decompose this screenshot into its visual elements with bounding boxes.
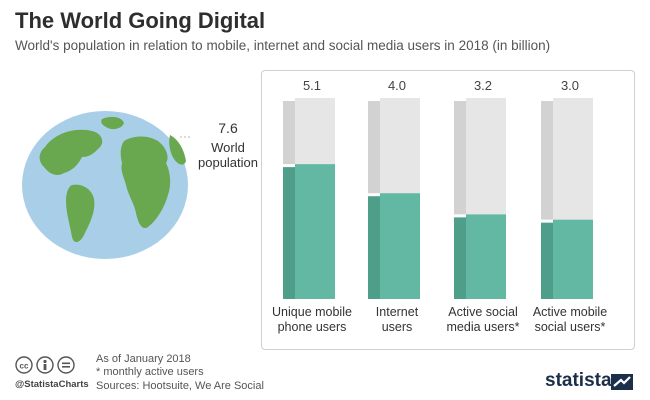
statista-logo: statista — [545, 370, 612, 391]
chart-title: The World Going Digital — [15, 8, 266, 33]
footer-sources: Sources: Hootsuite, We Are Social — [96, 380, 264, 392]
world-population-label: World population — [180, 140, 276, 170]
bar-category-label: social users* — [535, 320, 606, 334]
bar-category-label: Internet — [376, 305, 419, 319]
note-date: As of January 2018 — [96, 353, 191, 365]
bar-value-label: 3.2 — [474, 78, 492, 93]
bar-category-label: Unique mobile — [272, 305, 352, 319]
bar-fill-side — [368, 196, 380, 299]
bar-category-label: media users* — [447, 320, 520, 334]
bar-category-label: Active mobile — [533, 305, 607, 319]
license-icons: cc — [15, 356, 75, 374]
world-population-value: 7.6 — [218, 120, 238, 136]
bar-fill-side — [541, 222, 553, 299]
world-population-label-line1: World — [211, 140, 245, 155]
bar-fill-side — [454, 217, 466, 299]
bar-fill — [380, 193, 420, 299]
bar-category-label: phone users — [278, 320, 347, 334]
globe-icon — [22, 111, 190, 259]
bar-value-label: 5.1 — [303, 78, 321, 93]
bar-remainder-side — [454, 101, 466, 215]
brand-handle: @StatistaCharts — [15, 379, 89, 390]
bar-fill — [553, 219, 593, 299]
bar-value-label: 4.0 — [388, 78, 406, 93]
bar-remainder — [466, 98, 506, 215]
bar-fill — [295, 164, 335, 299]
bar-category-label: users — [382, 320, 413, 334]
bar-value-label: 3.0 — [561, 78, 579, 93]
statista-logo-mark-icon — [611, 374, 633, 390]
chart-subtitle: World's population in relation to mobile… — [15, 38, 551, 53]
bar-fill-side — [283, 167, 295, 299]
bar-remainder — [380, 98, 420, 194]
bar-remainder — [553, 98, 593, 220]
bar-remainder-side — [368, 101, 380, 194]
note-mau: * monthly active users — [96, 366, 204, 378]
world-population-label-line2: population — [198, 155, 258, 170]
bar-remainder — [295, 98, 335, 165]
bar-remainder-side — [283, 101, 295, 165]
bar-fill — [466, 214, 506, 299]
bar-remainder-side — [541, 101, 553, 220]
bar-category-label: Active social — [448, 305, 517, 319]
svg-text:cc: cc — [20, 362, 29, 371]
footer-notes: As of January 2018 * monthly active user… — [96, 353, 204, 379]
